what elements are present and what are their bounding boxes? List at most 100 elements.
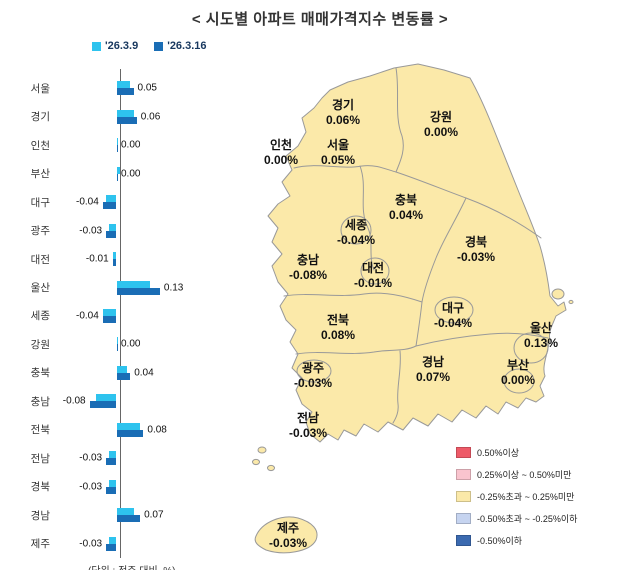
bar-chart: 서울 0.05 경기 0.06 인천 0.00 부산 0.00 대구 -0.04 광주 -0.03 대전… [18, 69, 250, 570]
value-label: -0.08 [62, 395, 86, 407]
legend-label: -0.50%이하 [477, 536, 523, 546]
bar [117, 287, 160, 295]
map-legend-row: -0.50%초과 ~ -0.25%이하 [456, 512, 577, 525]
bar [117, 138, 118, 146]
region-value: -0.01% [353, 276, 393, 290]
row-plot: 0.04 [54, 359, 250, 387]
chart-row: 부산 0.00 [18, 159, 250, 187]
legend-swatch [456, 469, 471, 480]
row-plot: 0.13 [54, 273, 250, 301]
bar [109, 479, 116, 487]
category-label: 전북 [30, 424, 50, 437]
bar [117, 145, 118, 153]
legend-label: 0.50%이상 [477, 448, 520, 458]
region-value: 0.13% [523, 336, 559, 350]
row-plot: 0.08 [54, 416, 250, 444]
legend-swatch [456, 535, 471, 546]
bar [112, 259, 116, 267]
bar [109, 536, 116, 544]
value-label: -0.04 [76, 310, 99, 322]
legend-label: -0.50%초과 ~ -0.25%이하 [477, 514, 578, 524]
chart-row: 세종 -0.04 [18, 302, 250, 330]
category-label: 경기 [30, 111, 50, 124]
map-region-label: 서울 0.05% [321, 138, 355, 168]
region-name: 충남 [296, 253, 320, 267]
category-label: 충남 [30, 395, 50, 408]
row-plot: -0.04 [54, 302, 250, 330]
category-label: 서울 [30, 82, 50, 95]
value-label: 0.06 [140, 111, 161, 123]
region-name: 대전 [361, 261, 385, 275]
series-name: '26.3.9 [105, 40, 139, 52]
value-label: 0.13 [163, 282, 184, 294]
row-plot: -0.03 [54, 216, 250, 244]
value-label: 0.00 [121, 139, 141, 151]
bar [106, 543, 116, 551]
value-label: 0.08 [147, 424, 167, 436]
row-plot: 0.07 [54, 501, 250, 529]
map-legend-row: -0.50%이하 [456, 534, 577, 547]
category-label: 대전 [30, 253, 50, 266]
category-label: 부산 [30, 168, 50, 181]
series-legend-item: '26.3.16 [154, 40, 207, 52]
region-value: -0.03% [268, 536, 308, 550]
region-value: -0.03% [293, 376, 333, 390]
series-legend-item: '26.3.9 [92, 40, 138, 52]
bar [117, 365, 127, 373]
row-plot: -0.01 [54, 245, 250, 273]
region-value: -0.03% [288, 426, 328, 440]
bar [117, 508, 134, 516]
series-name: '26.3.16 [167, 40, 207, 52]
bar [117, 422, 141, 430]
region-value: -0.04% [336, 233, 376, 247]
series-legend: '26.3.9 '26.3.16 [92, 40, 207, 52]
value-label: 0.04 [134, 367, 154, 379]
legend-label: 0.25%이상 ~ 0.50%미만 [477, 470, 572, 480]
korea-map: 경기 0.06% 강원 0.00% 인천 0.00% 서울 0.05% 충북 0.04% 세종 -0.… [248, 58, 640, 570]
region-value: 0.06% [325, 113, 361, 127]
region-value: 0.00% [500, 373, 536, 387]
category-label: 전남 [30, 452, 50, 465]
bar [117, 109, 134, 117]
region-value: 0.08% [320, 328, 356, 342]
legend-swatch [456, 447, 471, 458]
region-name: 경북 [464, 235, 488, 249]
bar [117, 116, 137, 124]
map-region-label: 강원 0.00% [424, 110, 458, 140]
bar [112, 252, 116, 260]
bar-chart-rows: 서울 0.05 경기 0.06 인천 0.00 부산 0.00 대구 -0.04 광주 -0.03 대전… [18, 74, 250, 558]
region-name: 서울 [326, 138, 350, 152]
chart-row: 제주 -0.03 [18, 530, 250, 558]
row-plot: -0.03 [54, 473, 250, 501]
category-label: 제주 [30, 538, 50, 551]
region-name: 전남 [296, 411, 320, 425]
region-value: 0.00% [423, 125, 459, 139]
chart-row: 서울 0.05 [18, 74, 250, 102]
value-label: 0.07 [144, 509, 164, 521]
region-name: 부산 [506, 358, 530, 372]
chart-row: 대구 -0.04 [18, 188, 250, 216]
korea-map-svg [252, 63, 574, 554]
map-region-label: 충남 -0.08% [289, 253, 327, 283]
chart-row: 전북 0.08 [18, 416, 250, 444]
legend-swatch [456, 491, 471, 502]
region-name: 충북 [394, 193, 418, 207]
bar [117, 88, 134, 96]
category-label: 경북 [30, 481, 50, 494]
region-name: 대구 [441, 301, 465, 315]
region-value: -0.03% [456, 250, 496, 264]
chart-row: 경기 0.06 [18, 102, 250, 130]
map-region-label: 경북 -0.03% [457, 235, 495, 265]
map-region-label: 부산 0.00% [501, 358, 535, 388]
region-name: 경기 [331, 98, 355, 112]
category-label: 강원 [30, 338, 50, 351]
row-plot: 0.00 [54, 330, 250, 358]
bar [117, 429, 144, 437]
region-value: 0.04% [388, 208, 424, 222]
province-borders [283, 67, 549, 424]
row-plot: 0.00 [54, 131, 250, 159]
region-value: 0.00% [263, 153, 299, 167]
series-swatch [92, 41, 101, 51]
ulleungdo-island [551, 288, 565, 300]
